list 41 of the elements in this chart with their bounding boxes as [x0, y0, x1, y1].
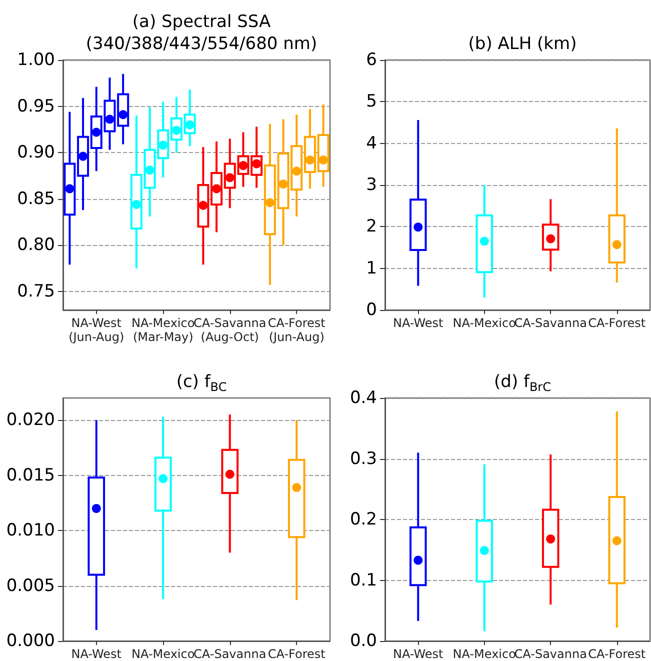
x-tick-label: CA-Forest (Jun-Aug): [268, 316, 326, 344]
x-tick-label: NA-Mexico: [132, 647, 195, 661]
x-tick-label: NA-Mexico: [452, 647, 516, 661]
x-tick-label: NA-Mexico (Mar-May): [132, 316, 195, 344]
y-tick-label: 0.4: [350, 388, 377, 408]
y-tick-label: 4: [366, 133, 377, 154]
x-tick-label: NA-Mexico: [452, 316, 516, 330]
y-tick-label: 0.85: [17, 188, 55, 209]
y-tick-label: 3: [366, 175, 377, 195]
x-tick-label: CA-Savanna: [514, 647, 587, 661]
y-tick-label: 0.005: [6, 576, 55, 596]
x-tick-label: NA-West: [71, 647, 122, 661]
y-tick-label: 0.2: [350, 510, 377, 530]
y-tick-label: 0.020: [6, 410, 55, 430]
x-tick-label: NA-West: [392, 316, 444, 330]
x-tick-label: CA-Savanna (Aug-Oct): [194, 316, 266, 344]
y-tick-label: 1.00: [17, 50, 55, 70]
y-tick-label: 1: [366, 258, 377, 278]
y-tick-label: 0.010: [6, 520, 55, 541]
x-tick-label: CA-Forest: [268, 647, 326, 661]
y-tick-label: 0.90: [17, 142, 55, 163]
chart-title: (b) ALH (km): [468, 34, 577, 54]
x-tick-label: NA-West: [392, 647, 444, 661]
y-tick-label: 0.75: [17, 281, 55, 302]
x-tick-label: NA-West (Jun-Aug): [68, 316, 124, 344]
y-tick-label: 5: [366, 92, 377, 112]
x-tick-label: CA-Savanna: [514, 316, 587, 330]
x-tick-label: CA-Forest: [588, 647, 646, 661]
y-tick-label: 0.80: [17, 235, 55, 256]
y-tick-label: 0: [366, 300, 377, 320]
y-tick-label: 0.000: [6, 631, 55, 651]
y-tick-label: 2: [366, 216, 377, 237]
y-tick-label: 0.015: [6, 465, 55, 486]
y-tick-label: 0.95: [17, 96, 55, 116]
chart-title: (a) Spectral SSA (340/388/443/554/680 nm): [86, 12, 318, 54]
x-tick-label: CA-Savanna: [194, 647, 266, 661]
x-tick-label: CA-Forest: [588, 316, 646, 330]
y-tick-label: 6: [366, 50, 377, 70]
y-tick-label: 0.1: [350, 570, 377, 590]
y-tick-label: 0.0: [350, 631, 377, 651]
y-tick-label: 0.3: [350, 448, 377, 469]
